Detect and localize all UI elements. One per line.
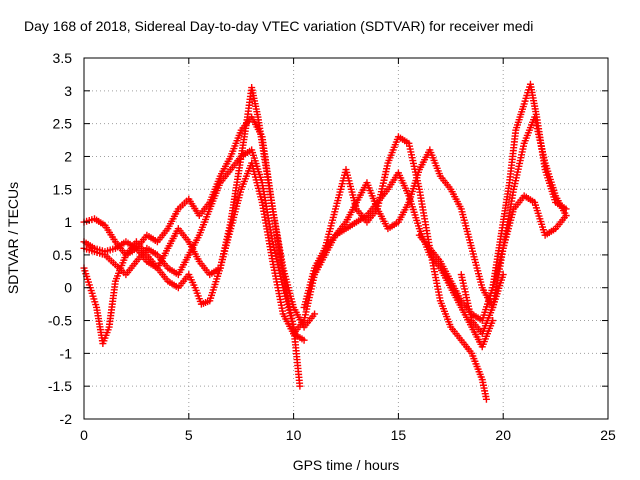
y-tick-label: 3 bbox=[64, 83, 72, 99]
chart-title: Day 168 of 2018, Sidereal Day-to-day VTE… bbox=[24, 18, 533, 34]
data-point-marker bbox=[300, 336, 308, 344]
x-tick-label: 0 bbox=[80, 427, 88, 443]
x-tick-label: 20 bbox=[495, 427, 511, 443]
y-tick-label: 2 bbox=[64, 148, 72, 164]
y-tick-label: 1 bbox=[64, 214, 72, 230]
y-tick-label: 0.5 bbox=[53, 247, 73, 263]
axis-ticks bbox=[83, 57, 609, 420]
data-point-marker bbox=[296, 382, 304, 390]
y-tick-label: -1 bbox=[60, 345, 73, 361]
data-points bbox=[80, 80, 570, 403]
data-point-marker bbox=[562, 212, 570, 220]
x-tick-label: 15 bbox=[391, 427, 407, 443]
x-tick-label: 25 bbox=[600, 427, 616, 443]
y-tick-label: 2.5 bbox=[53, 116, 73, 132]
y-tick-label: -2 bbox=[60, 411, 73, 427]
data-series bbox=[290, 169, 497, 351]
y-tick-label: -0.5 bbox=[48, 313, 72, 329]
y-tick-label: -1.5 bbox=[48, 378, 72, 394]
x-tick-label: 5 bbox=[185, 427, 193, 443]
x-axis-label: GPS time / hours bbox=[293, 457, 400, 473]
y-axis-label: SDTVAR / TECUs bbox=[5, 182, 21, 294]
data-series bbox=[489, 192, 570, 292]
data-point-marker bbox=[311, 310, 319, 318]
x-tick-labels: 0 5 10 15 20 25 bbox=[80, 427, 616, 443]
x-tick-label: 10 bbox=[286, 427, 302, 443]
y-tick-label: 0 bbox=[64, 280, 72, 296]
y-tick-label: 1.5 bbox=[53, 181, 73, 197]
data-point-marker bbox=[482, 395, 490, 403]
plot-frame bbox=[83, 57, 609, 420]
y-tick-labels: -2 -1.5 -1 -0.5 0 0.5 1 1.5 2 2.5 3 3.5 bbox=[48, 50, 72, 427]
y-tick-label: 3.5 bbox=[53, 50, 73, 66]
